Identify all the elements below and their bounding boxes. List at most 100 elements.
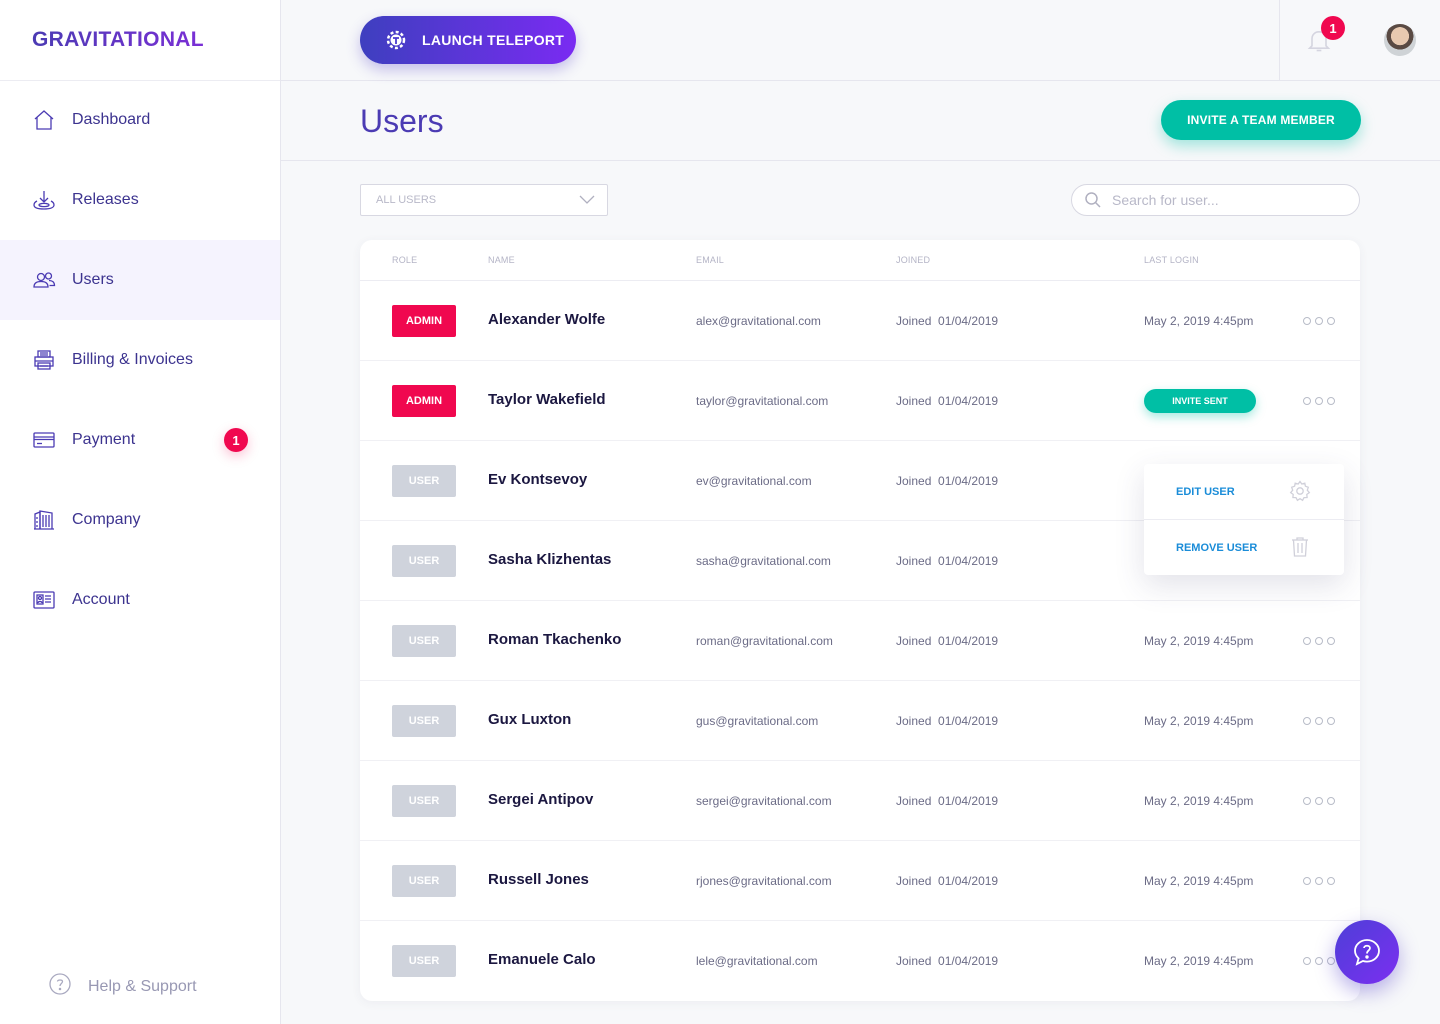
sidebar-item-label: Dashboard — [72, 111, 151, 128]
role-badge: USER — [392, 865, 456, 897]
help-circle-icon — [48, 972, 72, 1001]
column-header-last-login: LAST LOGIN — [1144, 255, 1199, 265]
sidebar: GRAVITATIONAL Dashboard Releases Users B… — [0, 0, 281, 1024]
users-icon — [32, 268, 56, 292]
more-options-icon[interactable] — [1303, 957, 1335, 967]
download-icon — [32, 188, 56, 212]
teleport-icon — [386, 30, 406, 50]
user-email: taylor@gravitational.com — [696, 394, 829, 408]
user-filter-value: ALL USERS — [376, 194, 437, 206]
more-options-icon[interactable] — [1303, 317, 1335, 327]
page-header: Users INVITE A TEAM MEMBER — [281, 81, 1440, 161]
launch-teleport-button[interactable]: LAUNCH TELEPORT — [360, 16, 576, 64]
column-header-name: NAME — [488, 255, 515, 265]
user-last-login: May 2, 2019 4:45pm — [1144, 874, 1254, 888]
role-badge: USER — [392, 625, 456, 657]
user-name: Emanuele Calo — [488, 951, 596, 968]
sidebar-item-label: Releases — [72, 191, 139, 208]
user-name: Roman Tkachenko — [488, 631, 622, 648]
page-title: Users — [360, 103, 444, 139]
more-options-icon[interactable] — [1303, 637, 1335, 647]
gear-icon — [1289, 480, 1311, 502]
table-row[interactable]: USER Russell Jones rjones@gravitational.… — [360, 841, 1360, 921]
table-row[interactable]: USER Sasha Klizhentas sasha@gravitationa… — [360, 521, 1360, 601]
payment-badge: 1 — [224, 428, 248, 452]
column-header-role: ROLE — [392, 255, 418, 265]
user-filter-select[interactable]: ALL USERS — [360, 184, 608, 216]
home-icon — [32, 108, 56, 132]
user-email: ev@gravitational.com — [696, 474, 812, 488]
table-row[interactable]: ADMIN Alexander Wolfe alex@gravitational… — [360, 281, 1360, 361]
column-header-joined: JOINED — [896, 255, 931, 265]
more-options-icon[interactable] — [1303, 717, 1335, 727]
edit-user-menu-item[interactable]: EDIT USER — [1144, 464, 1344, 519]
brand-logo[interactable]: GRAVITATIONAL — [0, 0, 280, 81]
sidebar-item-payment[interactable]: Payment 1 — [0, 400, 280, 480]
role-badge: USER — [392, 705, 456, 737]
topbar-divider — [1279, 0, 1280, 80]
sidebar-item-label: Users — [72, 271, 114, 288]
help-support-link[interactable]: Help & Support — [32, 972, 197, 1001]
help-chat-icon — [1354, 939, 1380, 966]
sidebar-item-company[interactable]: Company — [0, 480, 280, 560]
sidebar-item-label: Billing & Invoices — [72, 351, 193, 368]
help-chat-button[interactable] — [1335, 920, 1399, 984]
role-badge: USER — [392, 945, 456, 977]
role-badge: USER — [392, 785, 456, 817]
avatar[interactable] — [1384, 24, 1416, 56]
role-badge: USER — [392, 465, 456, 497]
table-row[interactable]: USER Ev Kontsevoy ev@gravitational.com J… — [360, 441, 1360, 521]
invite-team-member-button[interactable]: INVITE A TEAM MEMBER — [1161, 100, 1361, 140]
user-joined: Joined 01/04/2019 — [896, 314, 999, 328]
bell-icon[interactable] — [1305, 26, 1333, 54]
user-last-login: May 2, 2019 4:45pm — [1144, 794, 1254, 808]
top-bar: LAUNCH TELEPORT 1 — [281, 0, 1440, 81]
user-name: Russell Jones — [488, 871, 589, 888]
remove-user-label: REMOVE USER — [1176, 541, 1258, 554]
sidebar-item-label: Payment — [72, 431, 136, 448]
menu-divider — [1144, 519, 1344, 520]
more-options-icon[interactable] — [1303, 397, 1335, 407]
user-name: Sasha Klizhentas — [488, 551, 612, 568]
notification-badge: 1 — [1321, 16, 1345, 40]
user-joined: Joined 01/04/2019 — [896, 634, 999, 648]
table-row[interactable]: USER Gux Luxton gus@gravitational.com Jo… — [360, 681, 1360, 761]
more-options-icon[interactable] — [1303, 797, 1335, 807]
role-badge: ADMIN — [392, 305, 456, 337]
remove-user-menu-item[interactable]: REMOVE USER — [1144, 520, 1344, 575]
sidebar-item-users[interactable]: Users — [0, 240, 280, 320]
more-options-icon[interactable] — [1303, 877, 1335, 887]
table-row[interactable]: ADMIN Taylor Wakefield taylor@gravitatio… — [360, 361, 1360, 441]
sidebar-item-dashboard[interactable]: Dashboard — [0, 80, 280, 160]
user-joined: Joined 01/04/2019 — [896, 714, 999, 728]
sidebar-item-releases[interactable]: Releases — [0, 160, 280, 240]
logo-text: GRAVITATIONAL — [32, 28, 204, 51]
launch-teleport-label: LAUNCH TELEPORT — [422, 32, 565, 48]
users-table: ROLE NAME EMAIL JOINED LAST LOGIN ADMIN … — [360, 240, 1360, 1001]
search-icon — [1085, 192, 1101, 208]
table-row[interactable]: USER Sergei Antipov sergei@gravitational… — [360, 761, 1360, 841]
search-input[interactable] — [1112, 192, 1342, 208]
sidebar-item-billing[interactable]: Billing & Invoices — [0, 320, 280, 400]
role-badge: USER — [392, 545, 456, 577]
user-name: Taylor Wakefield — [488, 391, 606, 408]
edit-user-label: EDIT USER — [1176, 485, 1235, 498]
sidebar-item-label: Account — [72, 591, 130, 608]
table-row[interactable]: USER Roman Tkachenko roman@gravitational… — [360, 601, 1360, 681]
sidebar-item-account[interactable]: Account — [0, 560, 280, 640]
user-joined: Joined 01/04/2019 — [896, 554, 999, 568]
user-joined: Joined 01/04/2019 — [896, 874, 999, 888]
table-row[interactable]: USER Emanuele Calo lele@gravitational.co… — [360, 921, 1360, 1001]
user-email: lele@gravitational.com — [696, 954, 818, 968]
user-last-login: May 2, 2019 4:45pm — [1144, 634, 1254, 648]
user-joined: Joined 01/04/2019 — [896, 474, 999, 488]
user-last-login: May 2, 2019 4:45pm — [1144, 314, 1254, 328]
sidebar-item-label: Company — [72, 511, 141, 528]
invite-sent-badge: INVITE SENT — [1144, 389, 1256, 413]
user-context-menu: EDIT USER REMOVE USER — [1144, 464, 1344, 575]
user-name: Alexander Wolfe — [488, 311, 606, 328]
user-email: gus@gravitational.com — [696, 714, 819, 728]
search-bar — [1071, 184, 1360, 216]
trash-icon — [1292, 537, 1308, 557]
help-support-label: Help & Support — [88, 977, 197, 995]
